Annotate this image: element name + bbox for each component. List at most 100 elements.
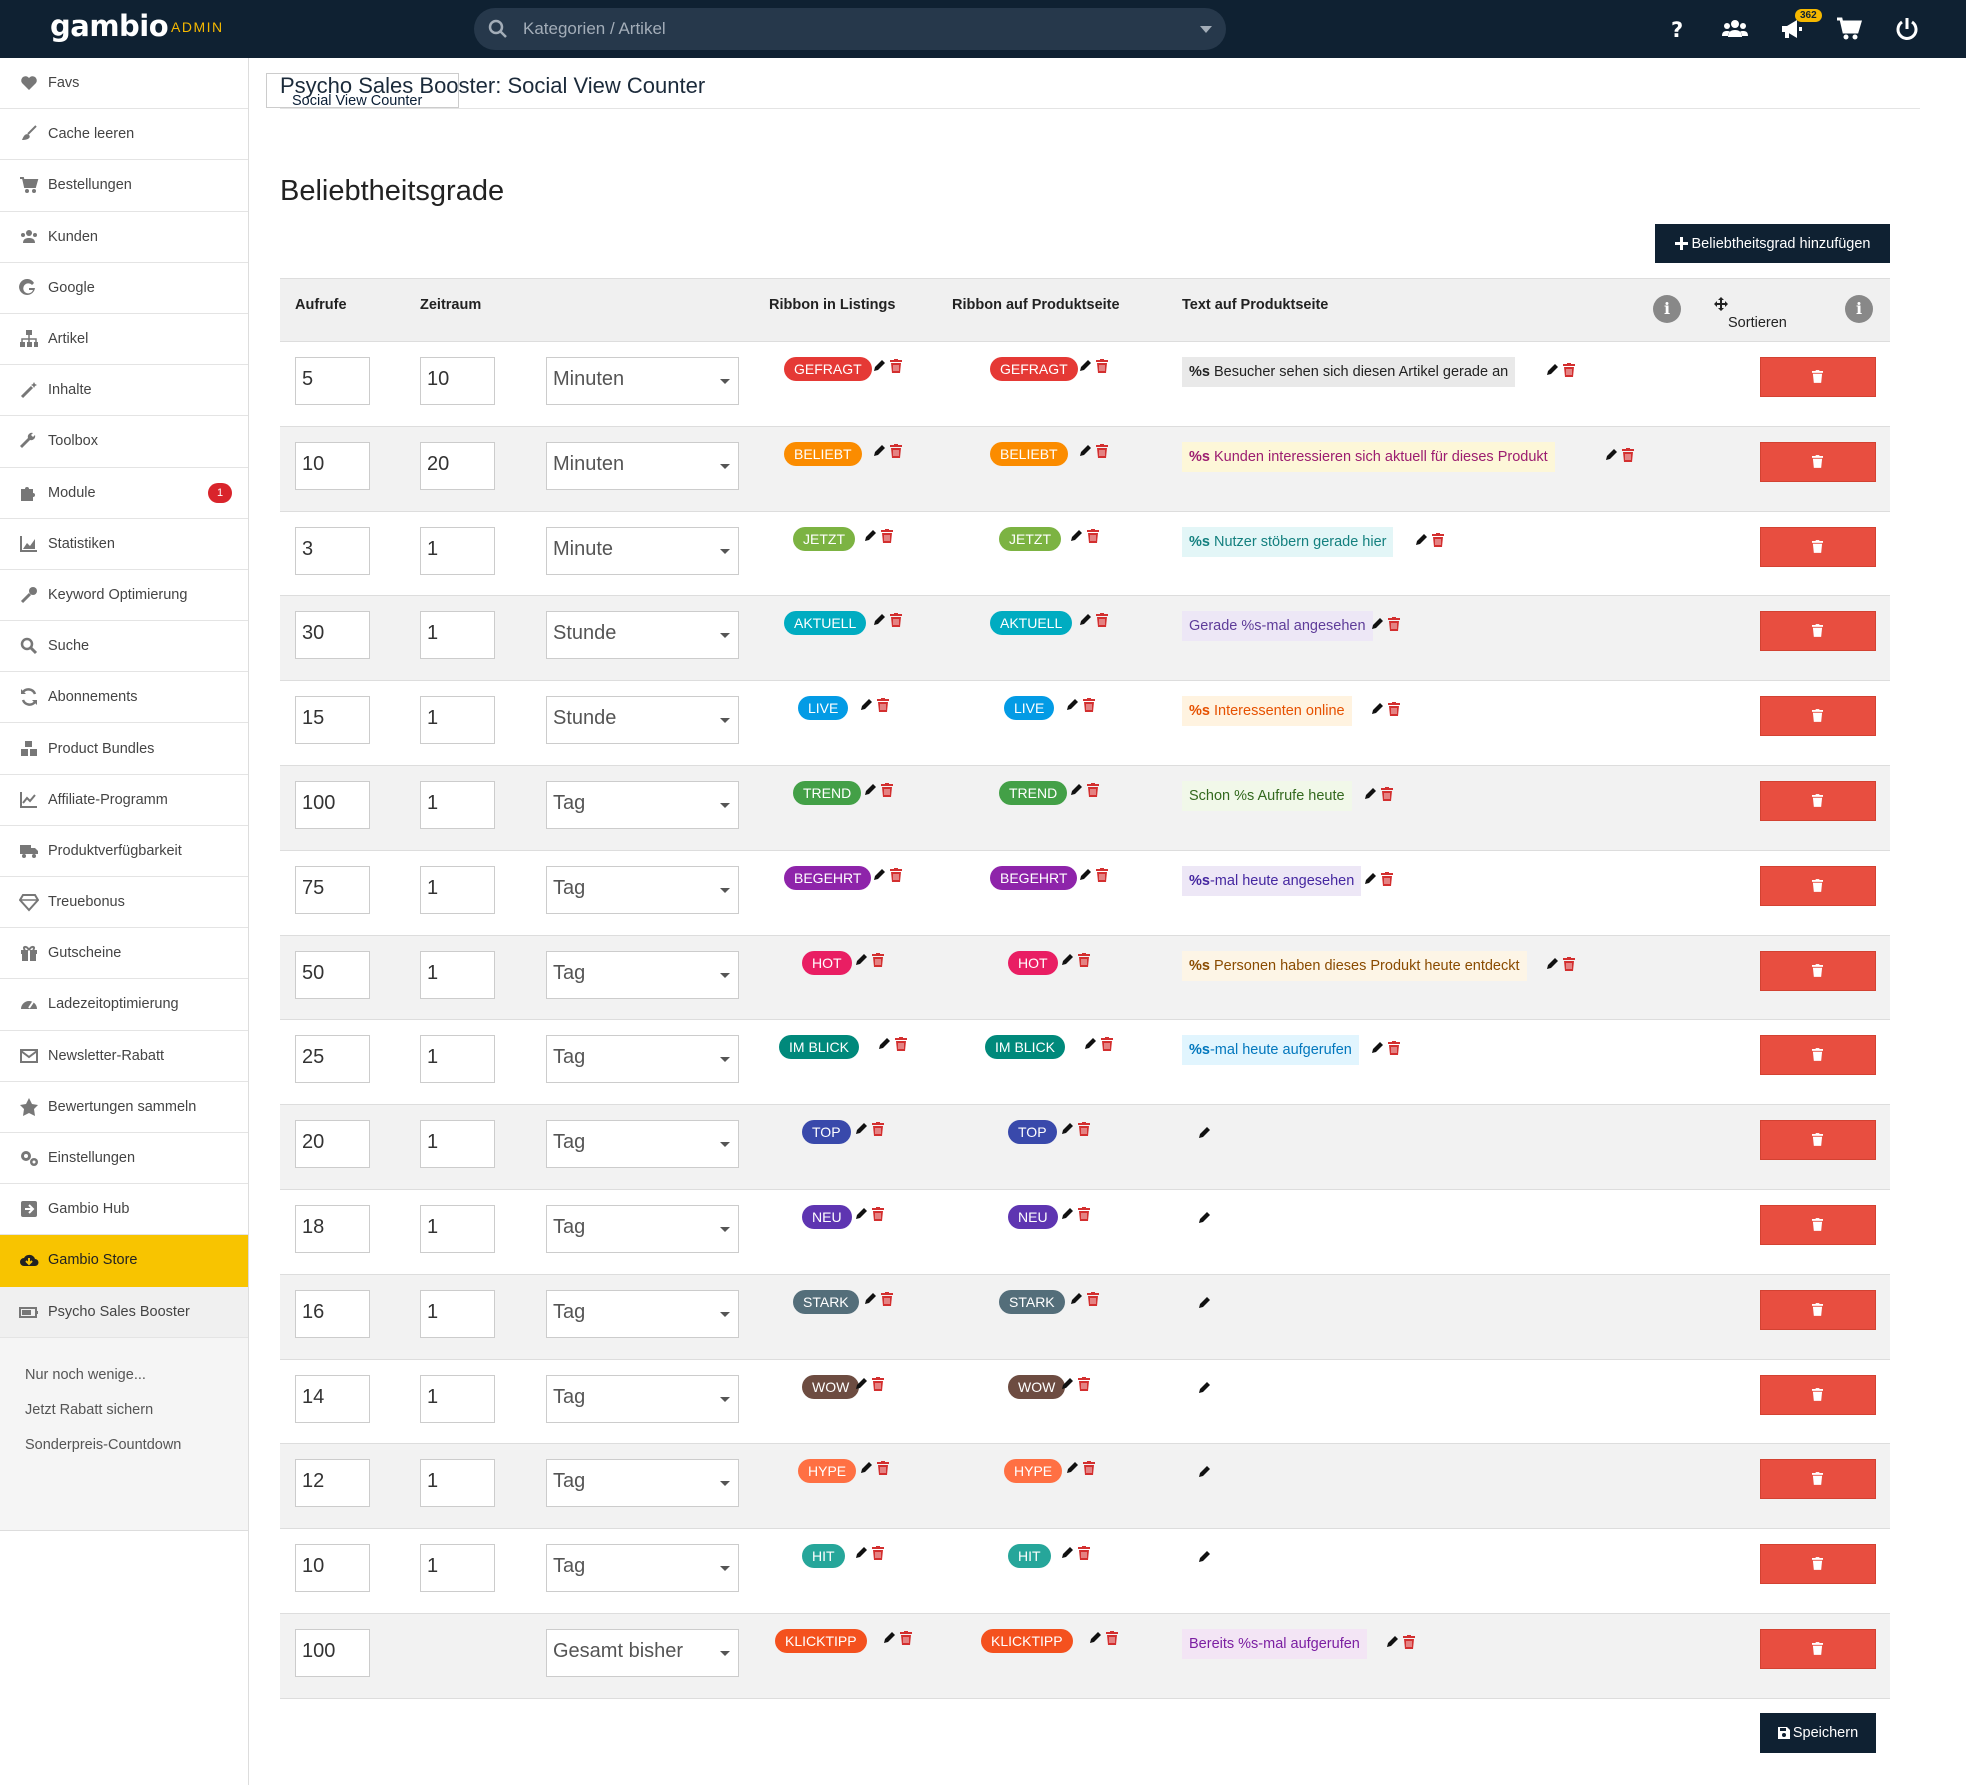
period-unit-select[interactable]: Minuten [546, 441, 739, 490]
period-input[interactable]: 1 [420, 696, 495, 745]
period-input[interactable]: 20 [420, 441, 495, 490]
delete-row-button[interactable] [1760, 1628, 1876, 1669]
calls-input[interactable]: 14 [295, 1374, 370, 1423]
trash-icon[interactable] [1106, 1630, 1118, 1650]
trash-icon[interactable] [1083, 698, 1095, 717]
sidebar-item-bestellungen[interactable]: Bestellungen [0, 160, 248, 212]
calls-input[interactable]: 100 [295, 1628, 370, 1677]
pencil-icon[interactable] [1078, 868, 1092, 887]
trash-icon[interactable] [1388, 1041, 1400, 1060]
trash-icon[interactable] [1403, 1634, 1415, 1654]
period-unit-select[interactable]: Tag [546, 1204, 739, 1253]
delete-row-button[interactable] [1760, 1374, 1876, 1415]
trash-icon[interactable] [1078, 952, 1090, 972]
trash-icon[interactable] [881, 1291, 893, 1311]
sidebar-item-artikel[interactable]: Artikel [0, 314, 248, 366]
period-unit-select[interactable]: Gesamt bisher [546, 1628, 739, 1677]
trash-icon[interactable] [872, 1546, 884, 1565]
period-unit-select[interactable]: Tag [546, 1459, 739, 1508]
subnav-item[interactable]: Sonderpreis-Countdown [25, 1436, 182, 1453]
sidebar-item-treuebonus[interactable]: Treuebonus [0, 877, 248, 929]
period-input[interactable]: 1 [420, 1204, 495, 1253]
delete-row-button[interactable] [1760, 780, 1876, 821]
calls-input[interactable]: 25 [295, 1035, 370, 1084]
pencil-icon[interactable] [872, 868, 886, 887]
pencil-icon[interactable] [1060, 1207, 1074, 1226]
delete-row-button[interactable] [1760, 865, 1876, 906]
sidebar-item-suche[interactable]: Suche [0, 621, 248, 673]
subnav-item[interactable]: Nur noch wenige... [25, 1366, 146, 1383]
trash-icon[interactable] [890, 443, 902, 463]
pencil-icon[interactable] [1545, 957, 1559, 976]
period-unit-select[interactable]: Tag [546, 780, 739, 829]
pencil-icon[interactable] [1078, 613, 1092, 632]
period-input[interactable]: 1 [420, 865, 495, 914]
trash-icon[interactable] [872, 952, 884, 972]
sidebar-item-ladezeitoptimierung[interactable]: Ladezeitoptimierung [0, 979, 248, 1031]
period-unit-select[interactable]: Tag [546, 1544, 739, 1593]
sidebar-item-psycho-sales-booster[interactable]: Psycho Sales Booster [0, 1286, 248, 1338]
trash-icon[interactable] [890, 867, 902, 887]
pencil-icon[interactable] [1604, 448, 1618, 467]
gambio-logo[interactable]: gambio [50, 9, 169, 43]
sidebar-item-keyword-optimierung[interactable]: Keyword Optimierung [0, 570, 248, 622]
delete-row-button[interactable] [1760, 1544, 1876, 1585]
delete-row-button[interactable] [1760, 526, 1876, 567]
period-input[interactable]: 1 [420, 1374, 495, 1423]
calls-input[interactable]: 30 [295, 611, 370, 660]
pencil-icon[interactable] [1197, 1211, 1211, 1230]
pencil-icon[interactable] [1197, 1465, 1211, 1484]
trash-icon[interactable] [872, 1206, 884, 1226]
pencil-icon[interactable] [1065, 698, 1079, 717]
pencil-icon[interactable] [863, 1292, 877, 1311]
trash-icon[interactable] [1101, 1037, 1113, 1056]
calls-input[interactable]: 18 [295, 1204, 370, 1253]
trash-icon[interactable] [1078, 1376, 1090, 1396]
megaphone-icon[interactable] [1779, 16, 1805, 42]
chevron-down-icon[interactable] [1200, 26, 1212, 33]
calls-input[interactable]: 10 [295, 441, 370, 490]
period-unit-select[interactable]: Tag [546, 865, 739, 914]
sidebar-item-favs[interactable]: Favs [0, 58, 248, 110]
pencil-icon[interactable] [872, 613, 886, 632]
add-popularity-level-button[interactable]: Beliebtheitsgrad hinzufügen [1655, 224, 1890, 263]
calls-input[interactable]: 75 [295, 865, 370, 914]
period-input[interactable]: 1 [420, 950, 495, 999]
period-unit-select[interactable]: Tag [546, 1035, 739, 1084]
pencil-icon[interactable] [1363, 787, 1377, 806]
pencil-icon[interactable] [859, 1461, 873, 1480]
pencil-icon[interactable] [1545, 363, 1559, 382]
trash-icon[interactable] [1096, 613, 1108, 632]
sidebar-item-affiliate-programm[interactable]: Affiliate-Programm [0, 775, 248, 826]
sidebar-item-google[interactable]: Google [0, 263, 248, 314]
pencil-icon[interactable] [872, 444, 886, 463]
trash-icon[interactable] [881, 528, 893, 548]
delete-row-button[interactable] [1760, 1120, 1876, 1161]
pencil-icon[interactable] [1060, 953, 1074, 972]
pencil-icon[interactable] [1078, 444, 1092, 463]
period-unit-select[interactable]: Tag [546, 1120, 739, 1169]
calls-input[interactable]: 12 [295, 1459, 370, 1508]
pencil-icon[interactable] [863, 783, 877, 802]
pencil-icon[interactable] [1370, 617, 1384, 636]
pencil-icon[interactable] [1197, 1126, 1211, 1145]
delete-row-button[interactable] [1760, 1035, 1876, 1076]
pencil-icon[interactable] [1069, 783, 1083, 802]
help-icon[interactable]: ? [1664, 16, 1690, 42]
pencil-icon[interactable] [863, 529, 877, 548]
sidebar-item-module[interactable]: Module 1 [0, 468, 248, 519]
trash-icon[interactable] [1087, 782, 1099, 802]
trash-icon[interactable] [895, 1037, 907, 1056]
period-unit-select[interactable]: Minuten [546, 357, 739, 405]
calls-input[interactable]: 15 [295, 696, 370, 745]
delete-row-button[interactable] [1760, 1204, 1876, 1245]
calls-input[interactable]: 100 [295, 780, 370, 829]
trash-icon[interactable] [1622, 447, 1634, 467]
trash-icon[interactable] [1432, 532, 1444, 552]
info-icon[interactable]: i [1653, 295, 1681, 323]
pencil-icon[interactable] [1088, 1631, 1102, 1650]
period-unit-select[interactable]: Stunde [546, 696, 739, 745]
info-icon[interactable]: i [1845, 295, 1873, 323]
pencil-icon[interactable] [1370, 702, 1384, 721]
delete-row-button[interactable] [1760, 611, 1876, 652]
